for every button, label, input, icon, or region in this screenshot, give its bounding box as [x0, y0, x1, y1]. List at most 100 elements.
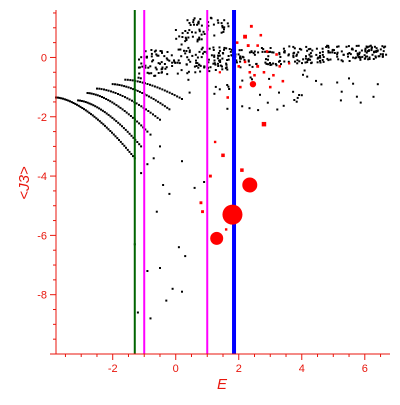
x-tick-label: 2	[236, 363, 242, 375]
black-point	[146, 55, 148, 58]
y-tick-label: 0	[41, 52, 47, 64]
black-point	[101, 96, 103, 98]
black-point	[119, 106, 122, 109]
black-point	[193, 17, 196, 20]
black-point	[94, 105, 97, 108]
black-point	[181, 290, 183, 293]
black-point	[116, 83, 119, 86]
black-point	[208, 70, 211, 73]
black-point	[154, 66, 157, 69]
black-point	[177, 246, 180, 249]
black-point	[128, 132, 131, 135]
black-point	[363, 57, 366, 60]
black-point	[347, 55, 349, 58]
black-point	[114, 92, 117, 94]
black-point	[265, 62, 268, 65]
black-point	[88, 111, 91, 114]
black-point	[188, 22, 191, 24]
black-point	[275, 64, 278, 67]
black-point	[203, 50, 206, 53]
black-point	[84, 101, 87, 103]
black-point	[352, 56, 355, 59]
black-point	[157, 100, 160, 103]
black-point	[126, 148, 129, 151]
black-point	[336, 53, 339, 56]
black-point	[278, 91, 280, 94]
black-point	[374, 55, 377, 58]
black-point	[282, 47, 285, 50]
black-point	[150, 49, 153, 51]
black-point	[361, 55, 364, 58]
black-point	[109, 130, 112, 132]
black-point	[107, 89, 110, 92]
black-point	[207, 61, 210, 64]
black-point	[239, 56, 241, 59]
black-point	[184, 36, 187, 39]
black-point	[364, 49, 367, 52]
black-points-layer	[55, 16, 388, 320]
black-point	[146, 71, 149, 74]
black-point	[217, 21, 220, 24]
black-point	[110, 90, 112, 93]
black-point	[358, 55, 361, 58]
black-point	[382, 50, 385, 53]
black-point	[239, 66, 242, 69]
black-point	[168, 59, 171, 62]
black-point	[111, 116, 114, 119]
black-point	[304, 57, 307, 60]
black-point	[79, 105, 82, 108]
black-point	[140, 62, 143, 65]
black-point	[147, 66, 150, 69]
black-point	[210, 17, 213, 20]
black-point	[298, 94, 301, 96]
black-point	[268, 77, 271, 80]
black-point	[121, 142, 124, 145]
black-point	[144, 64, 147, 67]
black-point	[192, 19, 195, 21]
black-point	[333, 52, 336, 54]
black-point	[195, 59, 197, 62]
black-point	[96, 94, 99, 97]
black-point	[185, 50, 188, 52]
black-point	[321, 50, 324, 53]
black-point	[302, 58, 305, 61]
black-point	[109, 100, 112, 103]
black-point	[94, 93, 97, 96]
black-point	[296, 96, 299, 99]
black-point	[248, 51, 251, 54]
black-point	[340, 90, 343, 93]
black-point	[218, 49, 221, 52]
black-point	[293, 47, 296, 50]
black-point	[283, 51, 286, 54]
black-point	[76, 103, 78, 106]
black-point	[156, 116, 159, 119]
black-point	[98, 87, 101, 90]
black-point	[251, 65, 254, 68]
black-point	[155, 53, 158, 56]
black-point	[316, 61, 319, 64]
black-point	[67, 99, 70, 102]
black-point	[203, 181, 206, 183]
black-point	[247, 60, 250, 63]
black-point	[138, 143, 141, 146]
black-point	[105, 98, 108, 100]
black-point	[348, 60, 351, 62]
black-point	[223, 28, 225, 31]
black-point	[264, 50, 267, 53]
black-point	[278, 51, 281, 54]
black-point	[223, 46, 226, 49]
black-point	[283, 60, 286, 63]
black-point	[139, 77, 142, 80]
red-marker	[242, 177, 258, 193]
black-point	[301, 62, 303, 65]
black-point	[309, 47, 312, 50]
black-point	[349, 53, 352, 56]
black-point	[329, 58, 332, 61]
black-point	[164, 67, 167, 70]
black-point	[121, 108, 124, 111]
black-point	[90, 113, 92, 116]
black-point	[319, 59, 321, 62]
black-point	[144, 128, 147, 131]
black-point	[379, 48, 382, 51]
black-point	[125, 146, 127, 149]
